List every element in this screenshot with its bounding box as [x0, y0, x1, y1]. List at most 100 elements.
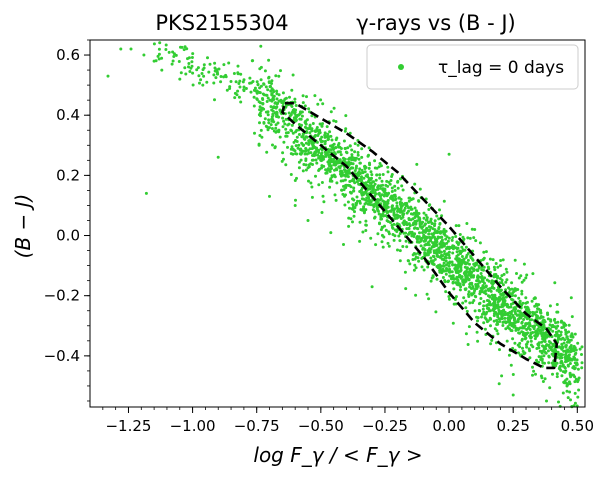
data-point	[470, 227, 474, 231]
data-point	[319, 98, 323, 102]
data-point	[304, 157, 308, 161]
data-point	[373, 202, 377, 206]
data-point	[393, 193, 397, 197]
data-point	[277, 93, 281, 97]
data-point	[266, 113, 270, 117]
data-point	[522, 352, 526, 356]
data-point	[339, 153, 343, 157]
data-point	[249, 90, 253, 94]
data-point	[478, 301, 482, 305]
data-point	[415, 162, 419, 166]
data-point	[237, 95, 241, 99]
data-point	[313, 153, 317, 157]
data-point	[438, 270, 442, 274]
data-point	[402, 219, 406, 223]
data-point	[351, 220, 354, 224]
data-point	[524, 276, 528, 280]
data-point	[497, 317, 501, 321]
data-point	[386, 199, 390, 202]
data-point	[576, 378, 580, 382]
data-point	[315, 148, 319, 152]
data-point	[493, 296, 497, 300]
data-point	[382, 235, 386, 239]
data-point	[523, 324, 527, 328]
data-point	[440, 214, 444, 218]
data-point	[407, 222, 411, 226]
data-point	[379, 186, 382, 190]
data-point	[432, 249, 436, 253]
data-point	[430, 245, 434, 249]
data-point	[531, 331, 535, 334]
data-point	[554, 334, 558, 338]
data-point	[335, 136, 339, 140]
data-point	[215, 68, 219, 72]
data-point	[555, 361, 559, 365]
data-point	[274, 130, 278, 134]
data-point	[547, 354, 551, 358]
data-point	[569, 338, 573, 342]
data-point	[330, 138, 334, 142]
data-point	[409, 212, 413, 216]
data-point	[447, 264, 451, 268]
data-point	[403, 206, 407, 210]
data-point	[317, 183, 321, 187]
data-point	[558, 337, 561, 341]
data-point	[384, 207, 388, 211]
data-point	[363, 190, 367, 194]
data-point	[573, 352, 577, 356]
data-point	[555, 375, 559, 379]
data-point	[435, 214, 439, 218]
data-point	[199, 78, 203, 82]
data-point	[567, 323, 571, 327]
data-point	[433, 224, 436, 228]
data-point	[325, 135, 329, 139]
data-point	[531, 272, 535, 276]
data-point	[516, 319, 520, 322]
data-point	[152, 42, 156, 46]
data-point	[468, 268, 472, 272]
data-point	[369, 184, 373, 188]
data-point	[556, 320, 560, 324]
legend-label: τ_lag = 0 days	[438, 58, 564, 78]
data-point	[447, 297, 451, 301]
data-point	[389, 221, 392, 224]
data-point	[388, 209, 392, 213]
data-point	[404, 239, 408, 243]
data-point	[385, 194, 389, 198]
data-point	[446, 261, 450, 265]
data-point	[332, 106, 336, 110]
data-point	[373, 194, 377, 198]
data-point	[396, 215, 400, 219]
data-point	[352, 189, 356, 193]
data-point	[531, 373, 534, 377]
data-point	[449, 277, 453, 281]
data-point	[477, 264, 481, 268]
data-point	[525, 309, 529, 313]
data-point	[483, 316, 487, 320]
data-point	[451, 321, 455, 325]
data-point	[522, 318, 526, 321]
data-point	[489, 324, 492, 328]
data-point	[515, 313, 519, 317]
data-point	[428, 236, 432, 240]
data-point	[511, 294, 515, 297]
data-point	[459, 285, 463, 289]
data-point	[327, 162, 331, 166]
data-point	[429, 256, 433, 260]
data-point	[499, 259, 503, 262]
data-point	[368, 163, 372, 167]
data-point	[328, 130, 332, 134]
data-point	[430, 222, 434, 226]
data-point	[573, 375, 577, 379]
data-point	[548, 323, 552, 327]
data-point	[266, 88, 270, 92]
data-point	[392, 209, 396, 212]
data-point	[555, 303, 559, 306]
data-point	[551, 372, 554, 376]
data-point	[573, 367, 577, 371]
data-point	[473, 294, 477, 298]
data-point	[266, 128, 270, 132]
data-point	[490, 297, 494, 301]
data-point	[501, 312, 505, 316]
